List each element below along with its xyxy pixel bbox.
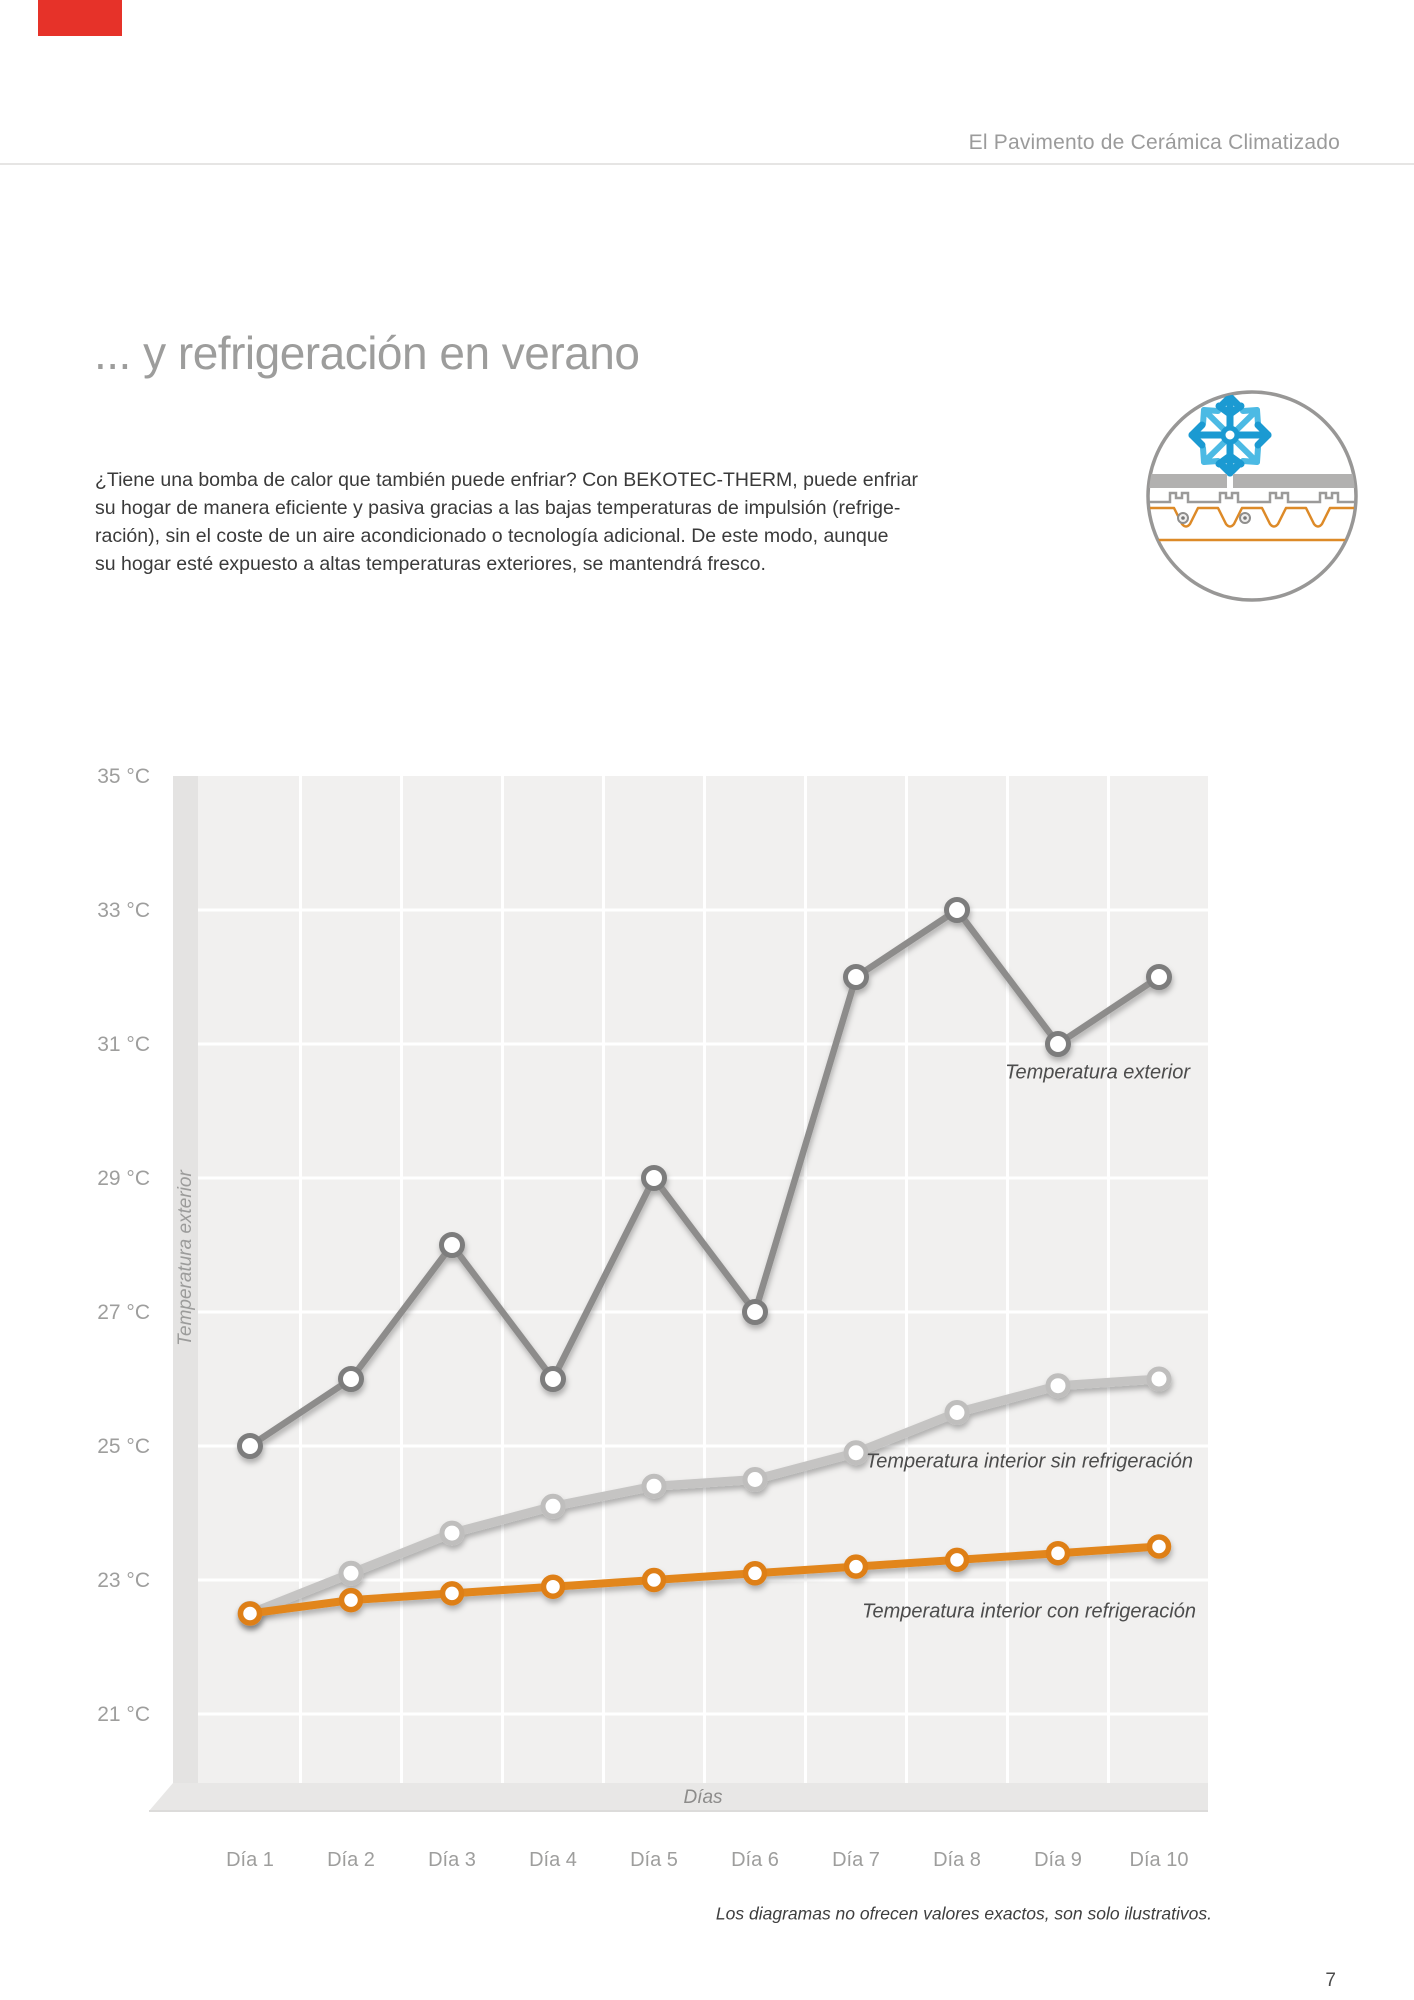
x-tick-label: Día 10: [1130, 1849, 1189, 1871]
data-point-marker: [1146, 964, 1172, 990]
x-tick-label: Día 3: [428, 1849, 476, 1871]
y-tick-label: 23 °C: [97, 1569, 150, 1592]
x-tick-label: Día 2: [327, 1849, 375, 1871]
data-point-marker: [742, 1299, 768, 1325]
data-point-marker: [1045, 1373, 1071, 1399]
data-point-marker: [1146, 1534, 1172, 1559]
chart-disclaimer-note: Los diagramas no ofrecen valores exactos…: [715, 1903, 1212, 1924]
data-point-marker: [540, 1366, 566, 1392]
y-tick-label: 35 °C: [97, 765, 150, 788]
data-point-marker: [1045, 1031, 1071, 1057]
intro-line: ración), sin el coste de un aire acondic…: [95, 525, 889, 547]
snowflake-floor-icon: [1146, 390, 1358, 602]
tile-layer: [1149, 474, 1355, 488]
series-label-exterior: Temperatura exterior: [1005, 1061, 1190, 1084]
cooling-floor-icon: [1144, 388, 1360, 604]
y-axis-title: Temperatura exterior: [175, 1170, 196, 1346]
data-point-marker: [439, 1581, 465, 1606]
y-tick-label: 25 °C: [97, 1435, 150, 1458]
data-point-marker: [944, 1400, 970, 1425]
data-point-marker: [641, 1165, 667, 1191]
pipe-wave-layer: [1150, 506, 1354, 528]
y-tick-label: 27 °C: [97, 1301, 150, 1324]
x-tick-label: Día 6: [731, 1849, 779, 1871]
data-point-marker: [338, 1366, 364, 1392]
page-title: ... y refrigeración en verano: [94, 327, 640, 379]
data-point-marker: [1146, 1366, 1172, 1392]
series-label-sin-refrigeracion: Temperatura interior sin refrigeración: [865, 1450, 1193, 1473]
data-point-marker: [843, 1554, 869, 1579]
data-point-marker: [439, 1520, 465, 1546]
x-tick-label: Día 9: [1034, 1849, 1082, 1871]
snowflake-icon: [1188, 393, 1272, 477]
intro-line: ¿Tiene una bomba de calor que también pu…: [95, 469, 919, 491]
data-point-marker: [641, 1473, 667, 1499]
series-0: [237, 897, 1172, 1459]
page-number: 7: [1325, 1970, 1336, 1991]
data-point-marker: [237, 1601, 263, 1626]
intro-paragraph: ¿Tiene una bomba de calor que también pu…: [95, 466, 925, 578]
intro-line: su hogar esté expuesto a altas temperatu…: [95, 553, 766, 575]
header-rule: [0, 163, 1414, 165]
x-tick-label: Día 8: [933, 1849, 981, 1871]
y-tick-label: 31 °C: [97, 1033, 150, 1056]
y-tick-label: 21 °C: [97, 1703, 150, 1726]
series-label-con-refrigeracion: Temperatura interior con refrigeración: [862, 1600, 1196, 1623]
data-point-marker: [843, 1440, 869, 1466]
page-header-title: El Pavimento de Cerámica Climatizado: [968, 131, 1340, 154]
x-tick-label: Día 1: [226, 1849, 274, 1871]
data-point-marker: [237, 1433, 263, 1459]
data-point-marker: [742, 1467, 768, 1492]
data-point-marker: [338, 1587, 364, 1613]
intro-line: su hogar de manera eficiente y pasiva gr…: [95, 497, 901, 519]
data-point-marker: [944, 897, 970, 923]
x-tick-label: Día 5: [630, 1849, 678, 1871]
data-point-marker: [1045, 1540, 1071, 1566]
data-point-marker: [843, 964, 869, 990]
data-point-marker: [540, 1493, 566, 1519]
data-point-marker: [237, 1601, 263, 1626]
y-tick-label: 29 °C: [97, 1167, 150, 1190]
x-axis-title: Días: [683, 1787, 723, 1808]
series-1: [237, 1366, 1172, 1626]
x-tick-label: Día 7: [832, 1849, 880, 1871]
x-tick-label: Día 4: [529, 1849, 577, 1871]
y-tick-label: 33 °C: [97, 899, 150, 922]
brand-corner-tab: [38, 0, 122, 36]
stud-panel-layer: [1149, 491, 1355, 504]
data-point-marker: [742, 1561, 768, 1586]
data-point-marker: [338, 1560, 364, 1586]
data-point-marker: [641, 1567, 667, 1593]
data-point-marker: [540, 1574, 566, 1599]
data-point-marker: [944, 1547, 970, 1573]
data-point-marker: [439, 1232, 465, 1258]
